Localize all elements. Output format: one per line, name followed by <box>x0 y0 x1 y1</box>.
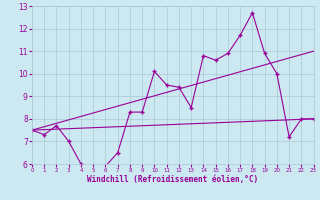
X-axis label: Windchill (Refroidissement éolien,°C): Windchill (Refroidissement éolien,°C) <box>87 175 258 184</box>
